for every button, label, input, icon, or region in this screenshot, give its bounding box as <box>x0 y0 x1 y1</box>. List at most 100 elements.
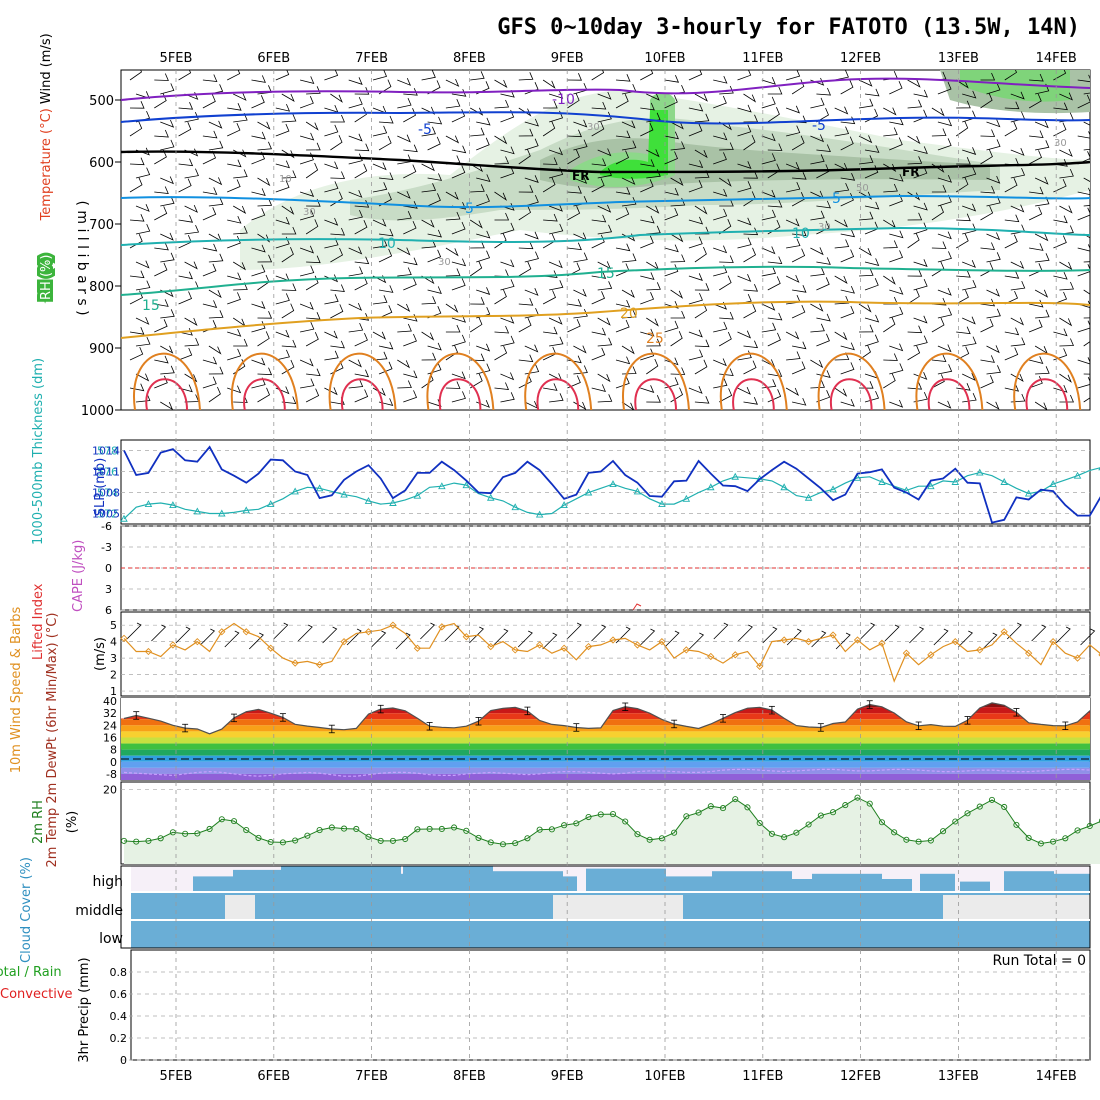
wind-barb <box>937 174 953 183</box>
contour-label: -5 <box>812 118 826 134</box>
wind-barb <box>937 231 952 240</box>
wind-barb <box>913 166 928 179</box>
wind-barb <box>597 373 611 383</box>
wind-barb <box>251 188 266 196</box>
wind-barb <box>299 358 314 367</box>
rh-marker <box>732 796 739 803</box>
rh-marker <box>842 802 849 809</box>
wind-barb <box>840 229 856 238</box>
wind-barb <box>913 89 928 98</box>
wind-marker <box>267 644 275 652</box>
wind-barb <box>493 628 509 646</box>
wind-barb <box>281 283 297 291</box>
thickness-marker <box>486 493 495 501</box>
wind-barb <box>200 628 216 646</box>
wind-barb <box>257 254 273 263</box>
date-label-bottom: 8FEB <box>453 1069 486 1084</box>
wind-barb <box>233 338 248 347</box>
wind-barb <box>160 119 175 128</box>
wind-barb <box>184 337 200 347</box>
wind-barb <box>524 194 539 207</box>
date-label-bottom: 5FEB <box>160 1069 193 1084</box>
wind-barb <box>816 313 831 322</box>
wind-barb <box>470 297 485 305</box>
wind-barb <box>281 247 294 263</box>
wind-barb <box>227 122 241 137</box>
wind-barb <box>986 401 1000 410</box>
wind-barb <box>719 388 733 403</box>
wind-barb <box>1083 205 1090 207</box>
wind-barb <box>713 208 728 221</box>
wind-barb <box>810 134 825 143</box>
wind-barb <box>397 359 411 369</box>
wind-barb <box>864 258 880 266</box>
wind-barb <box>372 162 387 171</box>
wind-barb <box>664 357 679 366</box>
wind-barb <box>913 146 928 154</box>
wind-barb <box>937 307 953 319</box>
wind-barb <box>330 191 343 207</box>
wind-barb <box>907 325 923 334</box>
rh-marker <box>768 830 775 837</box>
date-label-top: 13FEB <box>938 51 979 66</box>
wind-barb <box>227 215 242 224</box>
wind-barb <box>737 104 752 113</box>
top-date-axis: 5FEB 6FEB 7FEB 8FEB 9FEB 10FEB 11FEB 12FEB 13FEB… <box>160 51 1077 66</box>
wind-barb <box>348 96 363 109</box>
wind-barb <box>348 379 364 389</box>
thickness-marker <box>609 480 617 488</box>
wind-barb <box>688 70 703 81</box>
wind-barb <box>962 223 977 235</box>
wind-barb <box>858 247 872 257</box>
wind-barb <box>275 216 290 225</box>
rh-marker <box>230 818 238 825</box>
wind-barb <box>184 204 198 213</box>
date-label-bottom: 11FEB <box>742 1069 783 1084</box>
wind-marker <box>438 623 446 631</box>
wind-barb <box>835 632 851 650</box>
wind-marker <box>804 638 813 646</box>
rh-marker <box>927 837 934 844</box>
rh-marker <box>915 838 922 845</box>
wind-barb <box>548 203 563 212</box>
temp-tick: -8 <box>106 768 117 781</box>
wind-barb <box>330 340 345 349</box>
wind-barb <box>615 299 631 308</box>
wind-barb <box>1004 101 1020 110</box>
date-label-bottom: 14FEB <box>1036 1069 1077 1084</box>
contour-loop <box>817 352 886 410</box>
wind-barb <box>208 177 223 186</box>
thickness-marker <box>364 496 373 504</box>
contour-loop <box>328 352 397 410</box>
wind-barb <box>281 359 295 375</box>
wind-barb <box>324 181 339 193</box>
wind-barb <box>1059 168 1074 179</box>
contour-25 <box>133 352 1082 410</box>
wind-barb <box>986 252 1001 263</box>
wind-barb <box>476 137 490 151</box>
thickness-marker <box>169 501 177 509</box>
cape-ticks: -6 -3 0 3 6 <box>101 520 112 617</box>
wind-barb <box>785 218 800 227</box>
pressure-tick: 1000 <box>81 404 114 419</box>
wind-marker <box>731 651 739 659</box>
wind-barb <box>567 242 582 251</box>
wind-barb <box>664 187 679 196</box>
wind-barb <box>743 397 758 405</box>
thickness-marker <box>951 478 960 485</box>
wind-barb <box>694 396 710 404</box>
wind-barb <box>178 384 193 393</box>
wind-barb <box>982 632 998 650</box>
wind-barb <box>840 80 854 95</box>
wind-barb <box>178 102 194 110</box>
wind-barb <box>719 85 734 95</box>
rh-marker <box>194 830 201 837</box>
rh-marker <box>304 832 311 839</box>
wind-barb <box>694 359 708 375</box>
cloud-panel: high middle low Cloud Cover (%) <box>19 857 1091 963</box>
wind-barb <box>737 124 752 137</box>
wind-marker <box>658 638 666 646</box>
wind-barb <box>1034 289 1049 298</box>
wind-barb <box>1029 73 1044 82</box>
wind-barb <box>470 107 484 116</box>
